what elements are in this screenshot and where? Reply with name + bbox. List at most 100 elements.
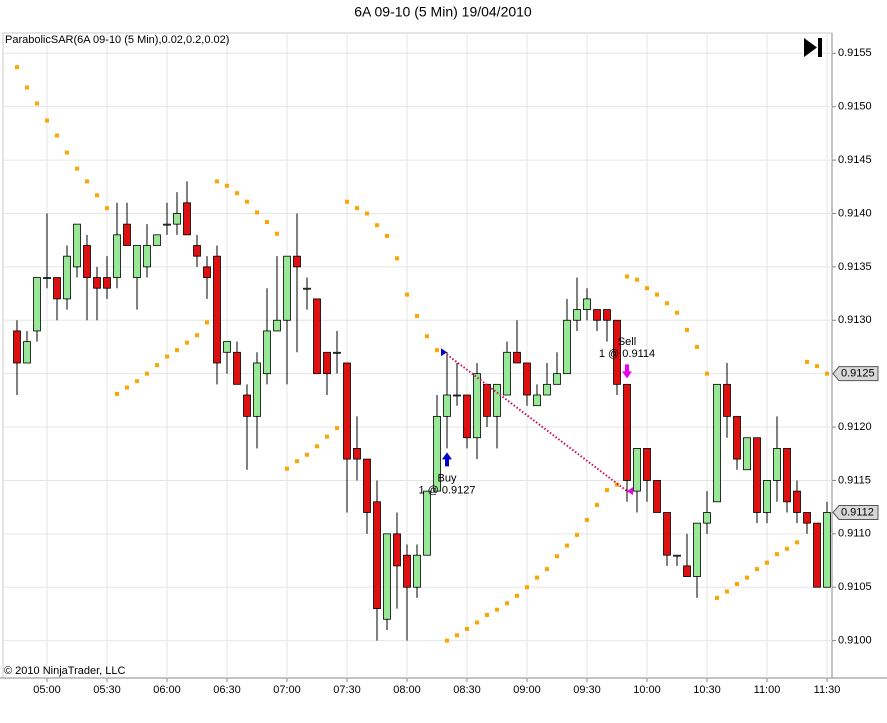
- plot-layer: 0.9100 0.9105 0.9110 0.9115 0.9120 0.9125 0.91…: [3, 33, 879, 696]
- sar-dot: [25, 85, 29, 90]
- exit-marker: [627, 487, 633, 496]
- sar-dot: [635, 277, 639, 282]
- candle-body: [393, 533, 401, 567]
- candle-body: [473, 373, 481, 439]
- candle-body: [43, 277, 51, 279]
- candle-body: [143, 245, 151, 268]
- candle-body: [803, 512, 811, 524]
- y-tick-label: 0.9115: [838, 474, 871, 486]
- sar-dot: [265, 220, 269, 225]
- x-tick-label: 11:30: [814, 684, 841, 696]
- candle-body: [383, 533, 391, 620]
- y-tick-label: 0.9110: [838, 528, 871, 540]
- sar-dot: [335, 426, 339, 431]
- candle-body: [563, 319, 571, 375]
- candle-body: [373, 501, 381, 609]
- candle-body: [113, 234, 121, 278]
- candle-body: [483, 383, 491, 417]
- candle-body: [503, 351, 511, 396]
- y-tick-label: 0.9120: [838, 421, 872, 433]
- x-tick-label: 05:30: [93, 684, 121, 696]
- x-tick-label: 05:00: [33, 684, 61, 696]
- sar-dot: [195, 333, 199, 338]
- sar-dot: [415, 313, 419, 318]
- candle-body: [13, 330, 21, 364]
- sar-dot: [525, 585, 529, 590]
- sar-dot: [325, 434, 329, 439]
- candle-body: [593, 309, 601, 321]
- candle-body: [523, 362, 531, 396]
- sar-dot: [215, 179, 219, 184]
- candle-body: [103, 277, 111, 289]
- sar-dot: [575, 532, 579, 537]
- x-tick-label: 09:00: [513, 684, 541, 696]
- sar-dot: [745, 575, 749, 580]
- sar-dot: [435, 348, 439, 353]
- candle-body: [263, 330, 271, 375]
- copyright: © 2010 NinjaTrader, LLC: [4, 665, 125, 677]
- sar-dot: [75, 166, 79, 171]
- y-tick-label: 0.9155: [838, 47, 872, 59]
- y-tick-label: 0.9105: [838, 581, 872, 593]
- sar-dot: [275, 231, 279, 236]
- candle-body: [823, 512, 831, 588]
- candle-body: [513, 351, 521, 364]
- sar-dot: [405, 292, 409, 297]
- candle-body: [763, 480, 771, 513]
- y-tick-label: 0.9140: [838, 207, 872, 219]
- sar-dot: [645, 286, 649, 291]
- play-icon[interactable]: [804, 38, 822, 57]
- candle-body: [253, 362, 261, 417]
- sar-dot: [165, 354, 169, 359]
- candle-body: [153, 234, 161, 246]
- play-bar[interactable]: [818, 38, 822, 57]
- buy-arrow: [442, 452, 452, 467]
- sar-dot: [685, 327, 689, 332]
- candle-body: [543, 383, 551, 396]
- candle-body: [283, 255, 291, 321]
- y-tick-label: 0.9130: [838, 314, 872, 326]
- candle-body: [693, 522, 701, 577]
- sar-dot: [595, 503, 599, 508]
- sar-dot: [495, 607, 499, 612]
- sar-dot: [245, 199, 249, 204]
- sar-dot: [735, 582, 739, 587]
- candle-body: [343, 362, 351, 460]
- candle-body: [613, 319, 621, 385]
- candle-body: [213, 255, 221, 364]
- candle-body: [123, 223, 131, 246]
- sar-dot: [515, 593, 519, 598]
- y-tick-label: 0.9135: [838, 261, 872, 273]
- sar-dot: [555, 554, 559, 559]
- candle-body: [493, 383, 501, 417]
- candle-body: [93, 277, 101, 289]
- candle-body: [403, 554, 411, 588]
- candle-body: [173, 213, 181, 225]
- candle-body: [313, 298, 321, 375]
- candle-body: [23, 341, 31, 364]
- x-tick-label: 06:00: [153, 684, 181, 696]
- sar-dot: [115, 391, 119, 396]
- sar-dot: [375, 223, 379, 228]
- candle-body: [203, 266, 211, 278]
- candle-body: [583, 298, 591, 310]
- sar-dot: [345, 199, 349, 204]
- x-tick-label: 08:00: [393, 684, 421, 696]
- candle-body: [83, 245, 91, 278]
- sar-dot: [385, 233, 389, 238]
- sar-dot: [285, 466, 289, 471]
- trade-detail: 1 @ 0.9127: [418, 484, 475, 496]
- sar-dot: [625, 274, 629, 279]
- candle-body: [33, 277, 41, 332]
- sar-dot: [125, 385, 129, 390]
- sell-arrow: [622, 364, 632, 379]
- sar-dot: [365, 211, 369, 216]
- sar-dot: [45, 118, 49, 123]
- sar-dot: [755, 567, 759, 572]
- candle-body: [733, 415, 741, 460]
- price-marker-label: 0.9125: [841, 368, 875, 380]
- play-triangle[interactable]: [804, 38, 817, 57]
- sar-dot: [15, 65, 19, 70]
- sar-dot: [135, 379, 139, 384]
